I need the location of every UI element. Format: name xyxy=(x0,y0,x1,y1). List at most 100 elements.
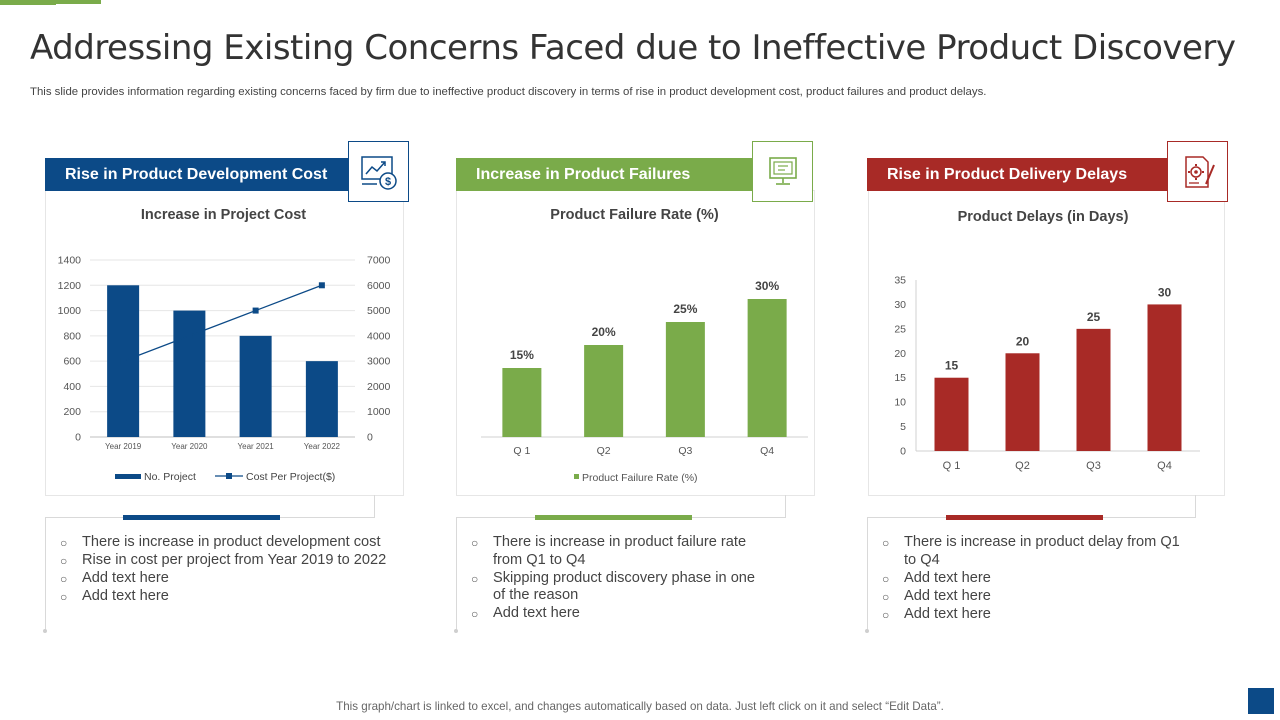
chart1-x-tick-label: Year 2022 xyxy=(304,442,341,451)
panel-delays-heading: Rise in Product Delivery Delays xyxy=(867,158,1185,191)
panel-failures-icon-box xyxy=(752,141,813,202)
chart1-x-tick-label: Year 2019 xyxy=(105,442,142,451)
chart3-data-label: 30 xyxy=(1158,285,1172,299)
chart1-svg: 0 200 400 600 800 1000 1200 1400 0 1000 2000 3000 40… xyxy=(58,255,391,484)
chart1-y2-tick-label: 6000 xyxy=(367,280,391,292)
chart1-x-tick-label: Year 2021 xyxy=(238,442,275,451)
chart1-y2-tick-label: 3000 xyxy=(367,356,391,368)
list-item: ○ Add text here xyxy=(882,569,991,586)
chart1-y-tick-label: 1000 xyxy=(58,305,82,317)
chart3-x-tick-label: Q2 xyxy=(1015,460,1030,472)
chart1-bar xyxy=(305,361,338,437)
list-item: ○ There is increase in product delay from… xyxy=(882,534,1180,568)
list-item: ○ Add text here xyxy=(471,605,580,622)
chart2-data-label: 20% xyxy=(592,325,616,339)
chart1-title: Increase in Project Cost xyxy=(140,207,307,223)
chart3-bar xyxy=(1076,328,1111,451)
chart3-bar xyxy=(934,377,969,451)
panel-dev-cost-heading: Rise in Product Development Cost xyxy=(45,158,363,191)
chart3-y-tick-label: 15 xyxy=(894,372,906,384)
computer-monitor-icon xyxy=(768,156,797,185)
panel-dev-cost-accent xyxy=(123,515,280,520)
panel-failures-bracket-dot xyxy=(454,629,458,633)
chart3-y-tick-label: 35 xyxy=(894,275,906,287)
list-item: ○ Rise in cost per project from Year 2019… xyxy=(60,552,387,568)
chart2-x-tick-label: Q 1 xyxy=(513,445,530,457)
chart3-bar xyxy=(1147,304,1182,451)
page-title: Addressing Existing Concerns Faced due t… xyxy=(30,28,1236,68)
panel-dev-cost-bracket-right xyxy=(374,495,375,517)
chart3-data-label: 15 xyxy=(945,359,959,373)
chart2-data-label: 30% xyxy=(755,279,779,293)
chart2-x-tick-label: Q4 xyxy=(760,445,774,457)
list-item: ○ There is increase in product failure ra… xyxy=(471,534,747,568)
chart3-data-label: 25 xyxy=(1087,310,1101,324)
chart1-legend-swatch-bar xyxy=(115,474,141,479)
page-subtitle: This slide provides information regardin… xyxy=(30,86,987,98)
chart3-y-tick-label: 0 xyxy=(900,446,906,458)
chart3-x-tick-label: Q4 xyxy=(1157,460,1172,472)
panel-failures-heading: Increase in Product Failures xyxy=(456,158,774,191)
chart1-y-tick-label: 400 xyxy=(63,381,81,393)
panel-delays-bullets: ○ There is increase in product delay from… xyxy=(882,534,1192,624)
list-item: ○ Add text here xyxy=(60,570,169,586)
chart1-legend-swatch-marker xyxy=(226,473,232,479)
chart3-y-tick-label: 10 xyxy=(894,397,906,409)
chart3-x-tick-label: Q 1 xyxy=(943,460,961,472)
chart2-legend-label: Product Failure Rate (%) xyxy=(582,472,698,484)
panel-delays-bracket-right xyxy=(1195,495,1196,517)
list-item: ○ Skipping product discovery phase in one… xyxy=(471,569,756,604)
chart2-x-tick-label: Q2 xyxy=(597,445,611,457)
panel-failures-bracket-right xyxy=(785,495,786,517)
chart2-legend-swatch xyxy=(574,474,579,479)
footer-note: This graph/chart is linked to excel, and… xyxy=(336,700,944,713)
chart1-line-point xyxy=(318,282,325,289)
list-item: ○ There is increase in product developmen… xyxy=(60,534,381,550)
list-item: ○ Add text here xyxy=(60,588,169,604)
panel-dev-cost-bullets: ○ There is increase in product developmen… xyxy=(60,534,390,606)
chart3-x-tick-label: Q3 xyxy=(1086,460,1101,472)
corner-square xyxy=(1248,688,1274,714)
chart1-x-tick-label: Year 2020 xyxy=(171,442,208,451)
chart1-y2-tick-label: 7000 xyxy=(367,255,391,267)
chart1-y-tick-label: 600 xyxy=(63,356,81,368)
panel-delays-accent xyxy=(946,515,1103,520)
chart1-y-tick-label: 200 xyxy=(63,406,81,418)
chart3-y-tick-label: 5 xyxy=(900,421,906,433)
panel-failures-bullets: ○ There is increase in product failure ra… xyxy=(471,534,771,623)
chart2-bar xyxy=(665,322,705,437)
top-accent-line xyxy=(0,4,56,5)
chart2-bar xyxy=(502,368,542,437)
panel-dev-cost-icon-box: $ xyxy=(348,141,409,202)
chart2-svg: 15% Q 1 20% Q2 25% Q3 30% Q4 Product Failure Rat… xyxy=(481,279,808,484)
chart3-y-tick-label: 25 xyxy=(894,323,906,335)
chart3-data-label: 20 xyxy=(1016,334,1030,348)
chart1-bar xyxy=(173,310,206,437)
chart1-y2-tick-label: 4000 xyxy=(367,330,391,342)
chart2-title: Product Failure Rate (%) xyxy=(550,207,719,223)
chart1-line-point xyxy=(120,358,127,365)
chart1-y2-tick-label: 1000 xyxy=(367,406,391,418)
chart1-bar xyxy=(239,335,272,437)
list-item: ○ Add text here xyxy=(882,587,991,604)
panel-dev-cost-card xyxy=(45,190,404,496)
chart1-line-point xyxy=(252,307,259,314)
chart1-y-tick-label: 0 xyxy=(75,432,81,444)
chart2-bar xyxy=(747,299,787,437)
chart1-y2-tick-label: 2000 xyxy=(367,381,391,393)
chart1-line-point xyxy=(186,332,193,339)
document-gear-pencil-icon xyxy=(1184,155,1215,188)
svg-text:$: $ xyxy=(384,176,390,188)
chart2-data-label: 25% xyxy=(673,302,697,316)
chart2-x-tick-label: Q3 xyxy=(678,445,692,457)
top-accent-bar xyxy=(0,0,101,4)
chart1-y2-tick-label: 0 xyxy=(367,432,373,444)
list-item: ○ Add text here xyxy=(882,605,991,622)
panel-dev-cost-bracket-dot xyxy=(43,629,47,633)
panel-delays-icon-box xyxy=(1167,141,1228,202)
panel-failures-accent xyxy=(535,515,692,520)
chart1-y-tick-label: 800 xyxy=(63,330,81,342)
chart1-y-tick-label: 1400 xyxy=(58,255,82,267)
chart2-bar xyxy=(584,345,624,437)
chart1-legend-label: Cost Per Project($) xyxy=(246,471,335,483)
